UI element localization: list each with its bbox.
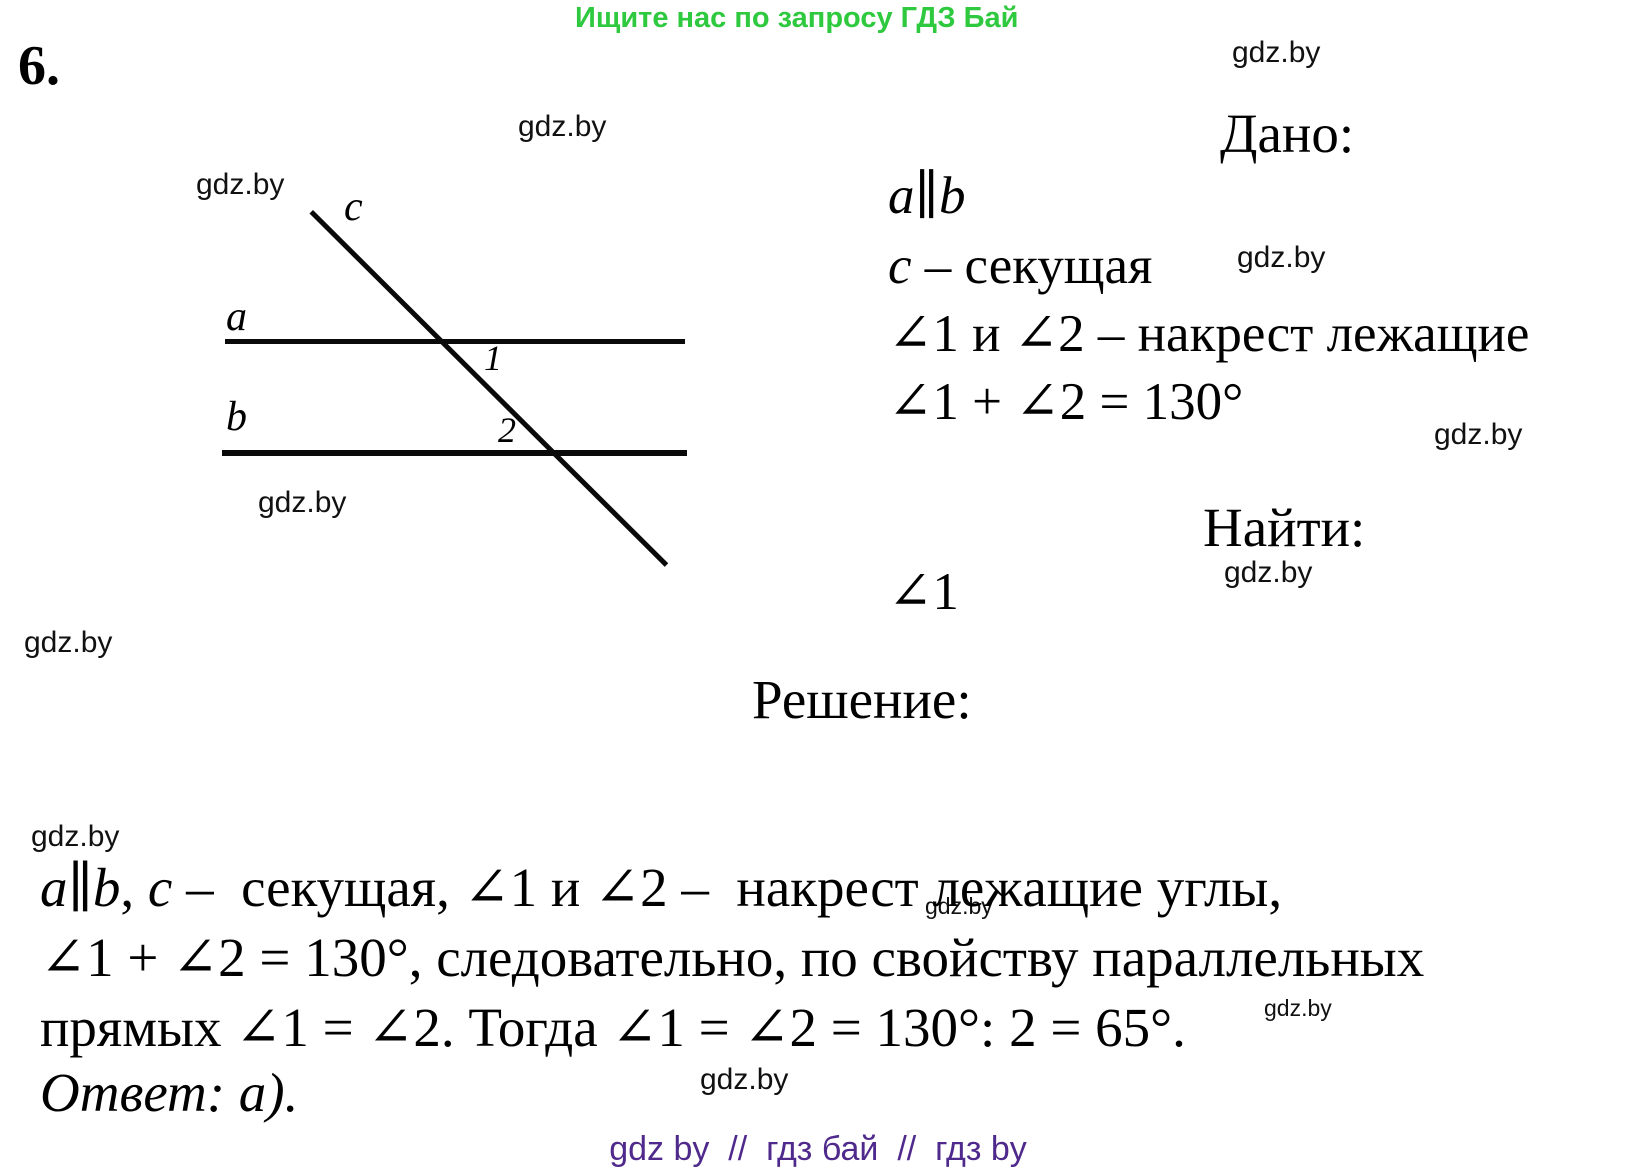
watermark: gdz.by (31, 820, 120, 853)
given-row: ∠1 и ∠2 – накрест лежащие (888, 305, 1530, 363)
watermark: gdz.by (24, 626, 113, 659)
diagram-angle-1-label: 1 (484, 338, 502, 378)
watermark: gdz.by (925, 893, 993, 919)
watermark: gdz.by (1264, 995, 1332, 1021)
watermark: gdz.by (1434, 418, 1523, 451)
diagram-label-a: a (226, 294, 247, 340)
diagram-transversal-c (309, 210, 669, 567)
problem-number: 6. (18, 35, 60, 97)
diagram-label-c: c (344, 184, 363, 230)
solution-line: прямых ∠1 = ∠2. Тогда ∠1 = ∠2 = 130°: 2 … (40, 997, 1186, 1058)
diagram-line-b (222, 450, 687, 456)
diagram-label-b: b (226, 394, 247, 440)
watermark: gdz.by (700, 1063, 789, 1096)
diagram-line-a (225, 339, 685, 344)
given-row: ∠1 + ∠2 = 130° (888, 373, 1244, 431)
footer-watermark-line: gdz by // гдз бай // гдз by (609, 1130, 1027, 1168)
watermark: gdz.by (518, 110, 607, 143)
find-title: Найти: (1203, 497, 1366, 558)
watermark: gdz.by (1224, 556, 1313, 589)
find-value: ∠1 (888, 563, 959, 621)
answer-line: Ответ: а). (40, 1062, 299, 1123)
promo-banner: Ищите нас по запросу ГДЗ Бай (575, 2, 1019, 34)
given-row: a∥b (888, 167, 966, 225)
watermark: gdz.by (258, 486, 347, 519)
given-title: Дано: (1220, 103, 1355, 164)
watermark: gdz.by (1237, 241, 1326, 274)
given-row: c – секущая (888, 237, 1153, 295)
watermark: gdz.by (1232, 36, 1321, 69)
solution-line: ∠1 + ∠2 = 130°, следовательно, по свойст… (40, 927, 1425, 988)
solution-line: a∥b, c – секущая, ∠1 и ∠2 – накрест лежа… (40, 857, 1283, 918)
diagram-angle-2-label: 2 (498, 410, 516, 450)
watermark: gdz.by (196, 168, 285, 201)
solution-title: Решение: (752, 669, 972, 730)
